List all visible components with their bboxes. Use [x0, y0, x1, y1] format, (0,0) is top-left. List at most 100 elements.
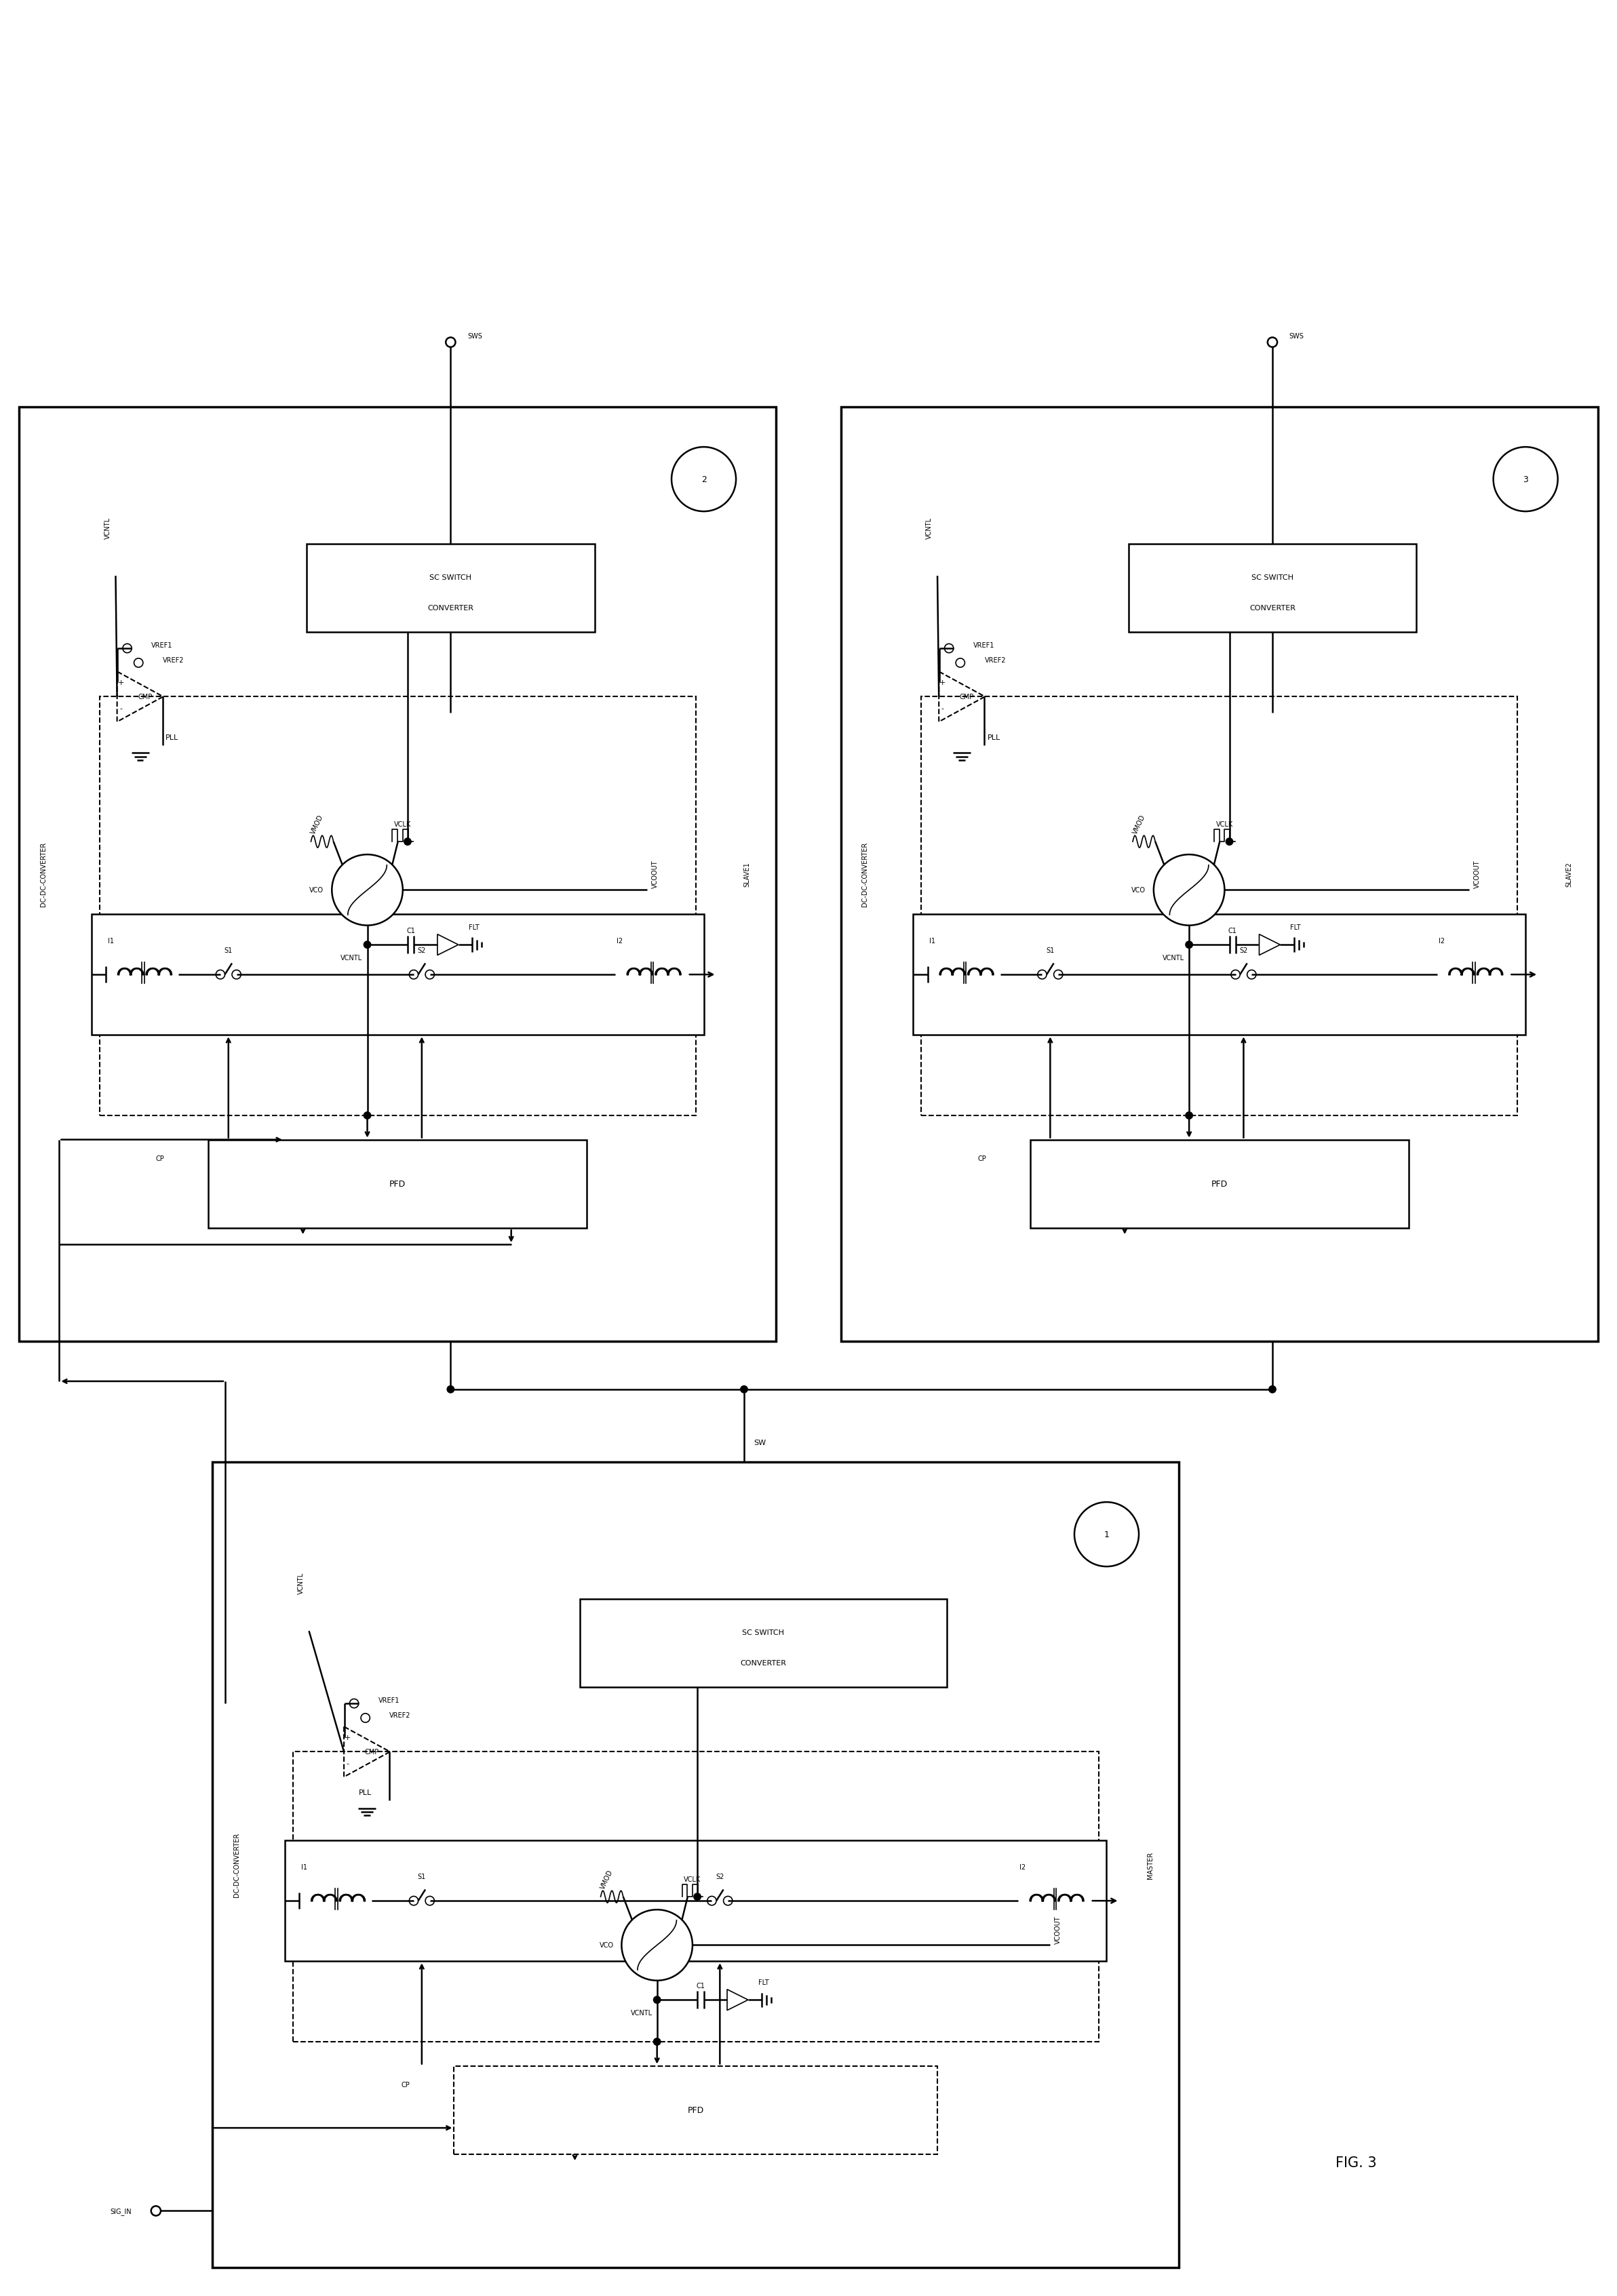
Text: S1: S1 [417, 1874, 425, 1880]
Text: CONVERTER: CONVERTER [427, 604, 474, 611]
Text: I1: I1 [930, 937, 936, 944]
Text: S2: S2 [417, 948, 425, 955]
Bar [579, 1598, 948, 1688]
Text: VREF1: VREF1 [973, 643, 994, 650]
Bar [209, 1139, 587, 1228]
Bar [19, 406, 776, 1341]
Circle shape [621, 1910, 692, 1981]
Text: VMOD: VMOD [1132, 813, 1146, 836]
Circle shape [1247, 971, 1256, 980]
Text: VREF2: VREF2 [985, 657, 1006, 664]
Circle shape [425, 971, 435, 980]
Circle shape [653, 2039, 661, 2046]
Text: 2: 2 [702, 475, 707, 484]
Text: CP: CP [155, 1155, 165, 1162]
Circle shape [1494, 448, 1557, 512]
Circle shape [1074, 1502, 1138, 1566]
Circle shape [653, 1998, 661, 2004]
Circle shape [349, 1699, 359, 1708]
Text: SIG_IN: SIG_IN [110, 2206, 131, 2216]
Bar [1129, 544, 1416, 634]
Text: CMP: CMP [137, 693, 152, 700]
Circle shape [1054, 971, 1062, 980]
Text: FIG. 3: FIG. 3 [1336, 2156, 1378, 2170]
Text: SW: SW [754, 1440, 766, 1446]
Text: PFD: PFD [390, 1180, 406, 1189]
Circle shape [1269, 1387, 1276, 1394]
Text: VREF1: VREF1 [152, 643, 173, 650]
Circle shape [944, 645, 954, 654]
Text: 3: 3 [1523, 475, 1528, 484]
Text: +: + [118, 680, 125, 687]
Text: VCLK: VCLK [1216, 822, 1234, 827]
Circle shape [1038, 971, 1046, 980]
Text: C1: C1 [697, 1981, 705, 1988]
Bar [454, 2066, 938, 2154]
Circle shape [1231, 971, 1240, 980]
Text: C1: C1 [406, 928, 416, 934]
Text: CMP: CMP [959, 693, 973, 700]
Text: I1: I1 [108, 937, 113, 944]
Bar [914, 914, 1525, 1035]
Circle shape [404, 838, 411, 845]
Circle shape [150, 2206, 160, 2216]
Bar [92, 914, 703, 1035]
Text: DC-DC-CONVERTER: DC-DC-CONVERTER [233, 1832, 239, 1896]
Circle shape [1226, 838, 1232, 845]
Text: I1: I1 [301, 1864, 307, 1871]
Text: VCO: VCO [600, 1942, 613, 1949]
Bar [1030, 1139, 1408, 1228]
Circle shape [364, 1111, 370, 1120]
Text: 1: 1 [1104, 1529, 1109, 1538]
Text: CP: CP [401, 2080, 411, 2087]
Text: S1: S1 [225, 948, 233, 955]
Text: VCNTL: VCNTL [103, 517, 112, 540]
Text: PFD: PFD [1211, 1180, 1227, 1189]
Circle shape [409, 971, 419, 980]
Circle shape [723, 1896, 733, 1906]
Circle shape [409, 1896, 419, 1906]
Circle shape [1185, 941, 1193, 948]
Text: PLL: PLL [988, 735, 1001, 742]
Text: SC SWITCH: SC SWITCH [742, 1630, 784, 1637]
Text: VCNTL: VCNTL [298, 1573, 304, 1593]
Text: CMP: CMP [364, 1750, 378, 1756]
Circle shape [446, 1387, 454, 1394]
Circle shape [215, 971, 225, 980]
Text: I2: I2 [1439, 937, 1446, 944]
Bar [922, 698, 1517, 1116]
Text: VCLK: VCLK [684, 1876, 702, 1883]
Circle shape [364, 941, 370, 948]
Text: C1: C1 [1229, 928, 1237, 934]
Text: S1: S1 [1046, 948, 1054, 955]
Text: PFD: PFD [687, 2105, 703, 2115]
Text: VMOD: VMOD [310, 813, 325, 836]
Circle shape [231, 971, 241, 980]
Text: I2: I2 [616, 937, 623, 944]
Bar [212, 1463, 1179, 2266]
Text: VCNTL: VCNTL [927, 517, 933, 540]
Text: SC SWITCH: SC SWITCH [1252, 574, 1294, 581]
Circle shape [741, 1387, 747, 1394]
Text: VREF1: VREF1 [378, 1697, 399, 1704]
Bar [307, 544, 595, 634]
Text: S2: S2 [716, 1874, 724, 1880]
Text: MASTER: MASTER [1146, 1851, 1153, 1878]
Text: PLL: PLL [359, 1789, 372, 1795]
Circle shape [671, 448, 736, 512]
Circle shape [446, 338, 456, 347]
Text: -: - [346, 1759, 349, 1766]
Text: VCNTL: VCNTL [631, 2009, 652, 2016]
Circle shape [1153, 854, 1224, 925]
Circle shape [1185, 1111, 1193, 1120]
Text: -: - [120, 705, 123, 712]
Text: VCO: VCO [309, 886, 323, 893]
Bar [285, 1841, 1106, 1961]
Text: S2: S2 [1239, 948, 1248, 955]
Text: SWS: SWS [1289, 333, 1303, 340]
Circle shape [134, 659, 142, 668]
Bar [841, 406, 1598, 1341]
Text: CONVERTER: CONVERTER [741, 1660, 786, 1667]
Text: SC SWITCH: SC SWITCH [430, 574, 472, 581]
Text: FLT: FLT [469, 923, 479, 930]
